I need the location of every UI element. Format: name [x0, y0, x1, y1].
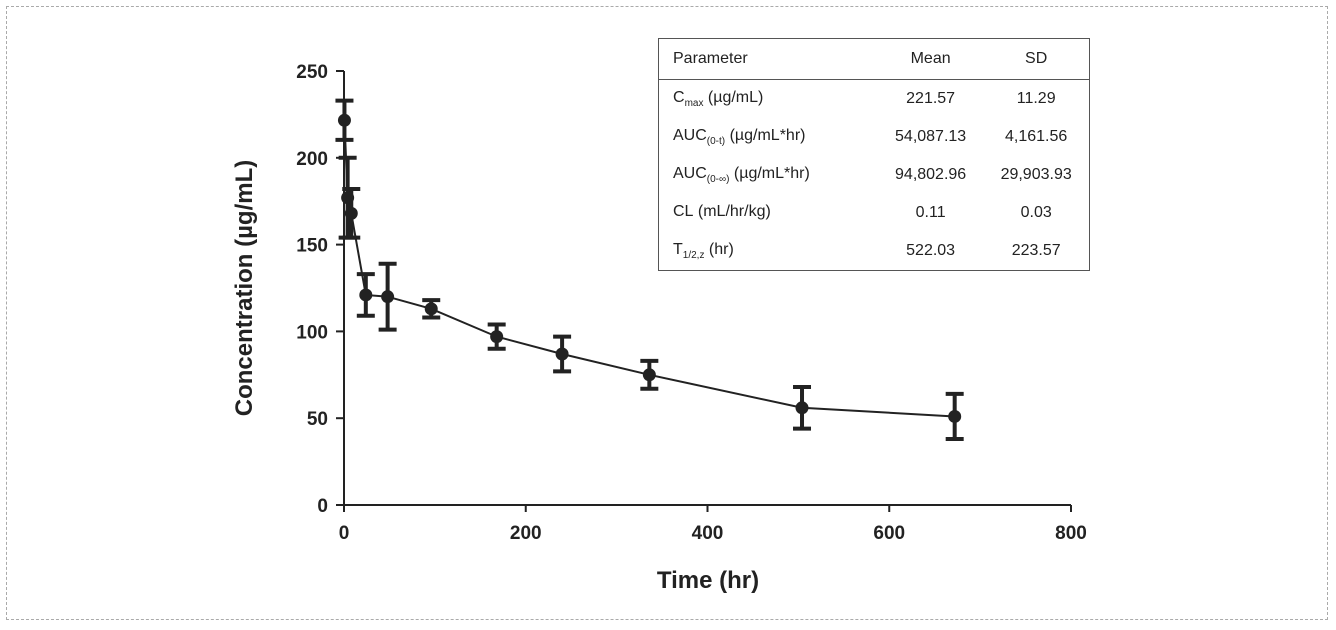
parameter-cell: CL (mL/hr/kg): [659, 194, 878, 232]
mean-cell: 221.57: [906, 90, 956, 107]
param-unit: (µg/mL*hr): [729, 164, 810, 182]
param-subscript: (0-t): [706, 136, 726, 148]
param-name: T: [673, 240, 683, 258]
table-row: Cmax (µg/mL) 221.57 11.29: [659, 80, 1090, 119]
table-row: AUC(0-t) (µg/mL*hr) 54,087.13 4,161.56: [659, 118, 1090, 156]
data-point: [424, 302, 438, 316]
y-tick-label: 150: [296, 236, 328, 257]
y-tick-label: 0: [317, 496, 328, 517]
figure-frame: [6, 6, 1328, 620]
param-name: C: [673, 88, 685, 106]
y-tick-label: 250: [296, 62, 328, 83]
data-point: [795, 401, 809, 415]
sd-cell: 11.29: [1016, 90, 1056, 107]
mean-cell: 94,802.96: [895, 166, 967, 183]
data-point: [948, 409, 962, 423]
parameter-cell: T1/2,z (hr): [659, 232, 878, 271]
x-tick-label: 800: [1055, 523, 1087, 544]
data-point: [555, 347, 569, 361]
param-unit: (mL/hr/kg): [693, 202, 771, 220]
axes: 0 200 400 600 800 0 50 100 150 200 250: [296, 62, 1087, 544]
y-tick-label: 100: [296, 322, 328, 343]
param-name: AUC: [673, 164, 707, 182]
marks: [335, 98, 964, 442]
data-point: [642, 368, 656, 382]
data-point: [359, 288, 373, 302]
param-subscript: 1/2,z: [682, 250, 705, 262]
param-unit: (µg/mL): [703, 88, 764, 106]
sd-cell: 29,903.93: [1000, 166, 1072, 183]
y-axis-label: Concentration (µg/mL): [231, 160, 258, 416]
data-point: [337, 113, 351, 127]
mean-cell: 0.11: [915, 204, 946, 221]
data-point: [344, 206, 358, 220]
x-tick-label: 0: [339, 523, 350, 544]
parameter-cell: Cmax (µg/mL): [659, 80, 878, 119]
param-unit: (µg/mL*hr): [725, 126, 806, 144]
param-name: CL: [673, 202, 694, 220]
param-name: AUC: [673, 126, 707, 144]
param-subscript: max: [684, 98, 704, 110]
sd-cell: 223.57: [1011, 242, 1061, 259]
sd-cell: 4,161.56: [1005, 128, 1068, 145]
table-header: SD: [983, 38, 1090, 80]
mean-cell: 54,087.13: [895, 128, 967, 145]
x-axis-label: Time (hr): [657, 567, 759, 594]
y-tick-label: 50: [307, 409, 328, 430]
data-point: [490, 330, 504, 344]
pk-parameter-table: Parameter Mean SD Cmax (µg/mL) 221.57 11.2…: [658, 38, 1090, 271]
sd-cell: 0.03: [1020, 204, 1052, 221]
table-header: Mean: [877, 38, 984, 80]
y-tick-label: 200: [296, 149, 328, 170]
mean-cell: 522.03: [906, 242, 956, 259]
x-tick-label: 400: [692, 523, 724, 544]
table-header: Parameter: [658, 38, 878, 80]
x-tick-label: 200: [510, 523, 542, 544]
param-unit: (hr): [704, 240, 734, 258]
table-row: CL (mL/hr/kg) 0.11 0.03: [659, 194, 1090, 232]
table-row: AUC(0-∞) (µg/mL*hr) 94,802.96 29,903.93: [659, 156, 1090, 194]
parameter-cell: AUC(0-t) (µg/mL*hr): [659, 118, 878, 156]
data-point: [381, 290, 395, 304]
parameter-cell: AUC(0-∞) (µg/mL*hr): [659, 156, 878, 194]
x-tick-label: 600: [873, 523, 905, 544]
table-row: T1/2,z (hr) 522.03 223.57: [659, 232, 1090, 271]
param-subscript: (0-∞): [706, 174, 730, 186]
